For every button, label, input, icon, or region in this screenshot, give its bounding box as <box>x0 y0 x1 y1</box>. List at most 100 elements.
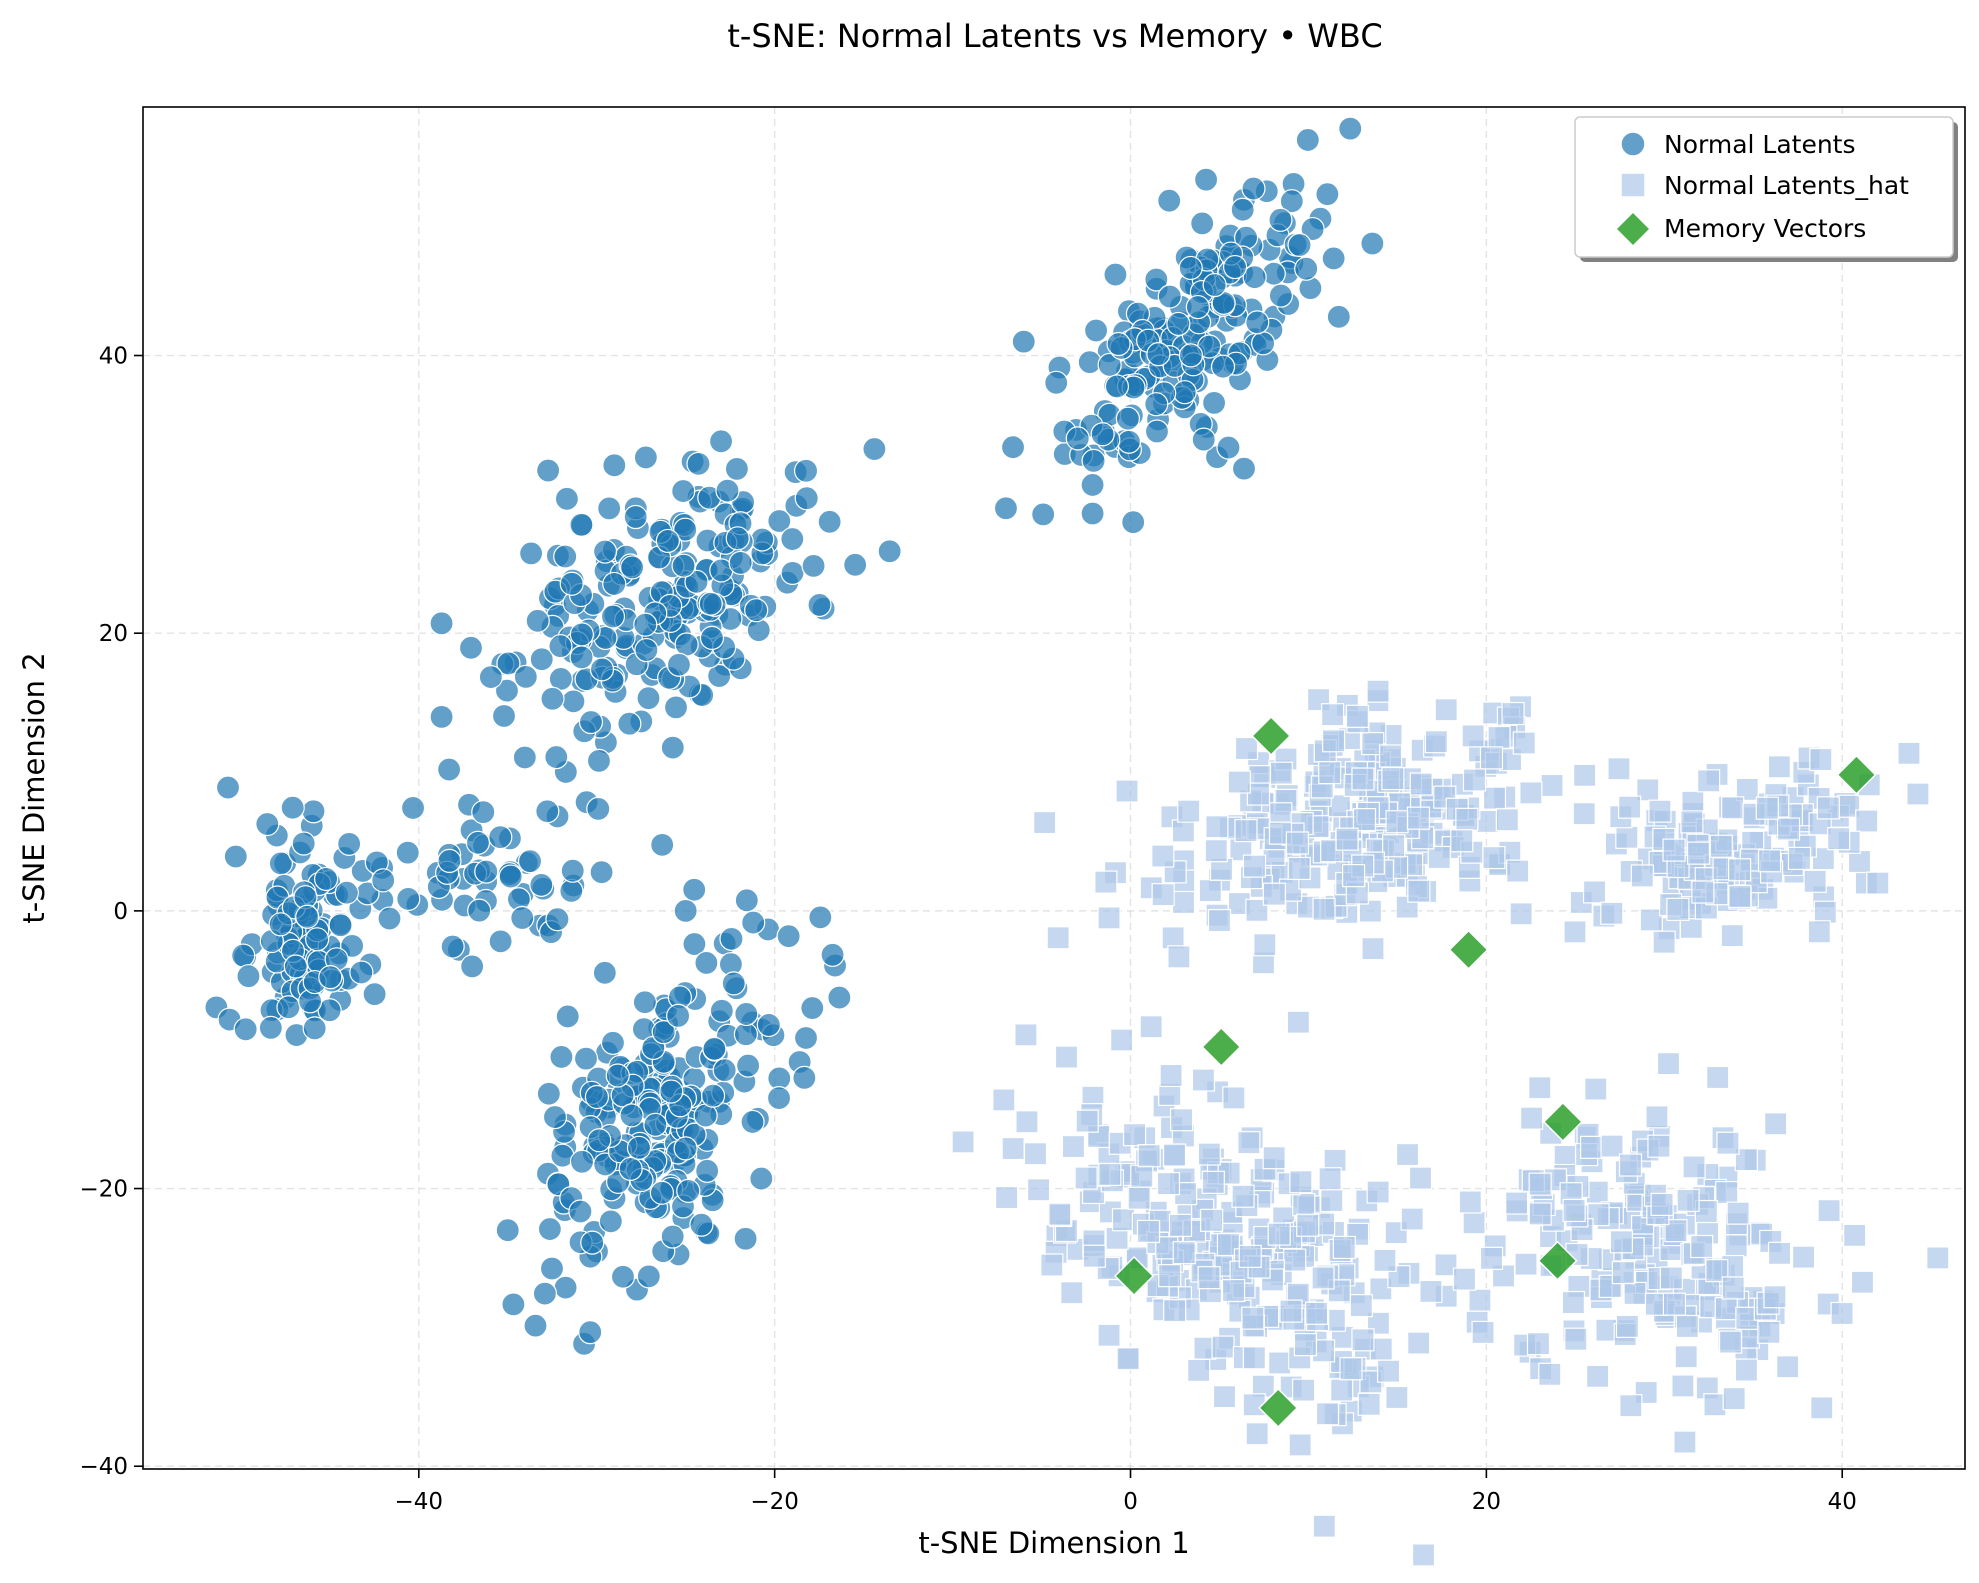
normal-latent-point <box>636 1264 661 1289</box>
normal-latent-point <box>766 1085 792 1111</box>
normal-latent-hat-point <box>1033 810 1057 835</box>
normal-latent-point <box>215 775 241 800</box>
normal-latent-point <box>600 604 626 629</box>
normal-latent-hat-point <box>1674 1345 1698 1369</box>
normal-latent-hat-point <box>1540 773 1564 798</box>
normal-latent-hat-point <box>1137 1144 1161 1168</box>
normal-latent-hat-point <box>1690 1234 1714 1259</box>
normal-latent-hat-point <box>1205 815 1229 839</box>
normal-latent-hat-point <box>1611 1261 1636 1285</box>
normal-latent-hat-point <box>1866 871 1890 895</box>
normal-latent-point <box>578 709 604 735</box>
normal-latent-hat-point <box>1724 1234 1748 1258</box>
normal-latent-point <box>569 645 594 670</box>
normal-latent-point <box>536 458 561 483</box>
normal-latent-hat-point <box>1026 1178 1051 1202</box>
normal-latent-hat-point <box>1163 1299 1187 1323</box>
normal-latent-point <box>559 571 584 596</box>
legend-label-normal-latents-hat: Normal Latents_hat <box>1664 171 1909 200</box>
normal-latent-point <box>549 1044 574 1070</box>
normal-latent-point <box>559 878 584 904</box>
normal-latent-point <box>1080 501 1105 526</box>
normal-latent-point <box>1360 231 1385 256</box>
normal-latent-hat-point <box>1054 1045 1079 1069</box>
normal-latent-hat-point <box>1850 1270 1875 1294</box>
normal-latent-point <box>709 998 734 1023</box>
normal-latent-hat-point <box>1361 731 1385 756</box>
normal-latent-point <box>349 960 374 985</box>
normal-latent-hat-point <box>1615 1314 1640 1338</box>
normal-latent-hat-point <box>1509 902 1533 926</box>
normal-latent-point <box>602 453 627 478</box>
normal-latent-hat-point <box>1046 926 1070 950</box>
memory-vectors-series <box>1114 715 1877 1428</box>
normal-latent-hat-point <box>1691 880 1715 904</box>
normal-latent-point <box>708 429 734 454</box>
normal-latent-hat-point <box>1461 724 1485 748</box>
normal-latent-hat-point <box>1406 806 1431 830</box>
normal-latent-hat-point <box>1253 933 1277 957</box>
normal-latent-hat-point <box>1434 698 1458 722</box>
normal-latent-hat-point <box>1716 1131 1740 1155</box>
normal-latent-hat-point <box>1585 1180 1609 1204</box>
normal-latent-hat-point <box>1267 1222 1291 1246</box>
normal-latent-hat-point <box>1169 1108 1194 1132</box>
normal-latent-hat-point <box>1630 864 1654 888</box>
normal-latent-hat-point <box>1706 1065 1730 1090</box>
normal-latent-point <box>337 831 362 856</box>
normal-latent-hat-point <box>1111 1208 1136 1232</box>
normal-latent-hat-point <box>1434 1253 1458 1277</box>
normal-latent-hat-point <box>1212 1385 1237 1409</box>
normal-latent-point <box>749 1166 774 1191</box>
normal-latent-hat-point <box>1156 1172 1181 1196</box>
normal-latent-point <box>1116 429 1142 454</box>
normal-latent-point <box>236 964 261 989</box>
normal-latent-hat-point <box>1607 757 1631 781</box>
normal-latent-point <box>302 1016 327 1041</box>
normal-latent-point <box>663 695 689 720</box>
normal-latent-hat-point <box>1158 1264 1182 1288</box>
normal-latent-hat-point <box>1734 1148 1758 1172</box>
x-tick-label: 20 <box>1472 1489 1501 1515</box>
normal-latent-point <box>702 1036 727 1061</box>
normal-latent-hat-point <box>1680 810 1704 834</box>
normal-latent-hat-point <box>1171 819 1196 843</box>
normal-latent-hat-point <box>1268 1351 1292 1375</box>
normal-latent-point <box>592 539 618 564</box>
normal-latent-point <box>993 496 1019 521</box>
legend-marker-normal-latents <box>1620 131 1646 157</box>
normal-latent-hat-point <box>1726 1201 1750 1225</box>
x-axis-label: t-SNE Dimension 1 <box>918 1526 1189 1560</box>
normal-latent-point <box>255 811 280 837</box>
normal-latent-point <box>1202 272 1227 298</box>
normal-latent-hat-point <box>1609 1230 1634 1254</box>
normal-latent-point <box>529 872 554 897</box>
normal-latent-hat-point <box>1787 846 1812 871</box>
normal-latent-hat-point <box>1168 1213 1193 1238</box>
normal-latent-hat-point <box>1764 1112 1788 1136</box>
memory-vector-point <box>1201 1026 1242 1067</box>
normal-latent-point <box>736 1053 761 1078</box>
normal-latent-point <box>437 848 462 874</box>
normal-latent-point <box>1287 232 1312 258</box>
normal-latent-point <box>314 866 339 892</box>
normal-latent-point <box>1104 374 1130 399</box>
normal-latent-hat-point <box>1776 1355 1800 1379</box>
normal-latent-hat-point <box>1487 725 1511 750</box>
normal-latent-point <box>741 910 766 935</box>
legend-marker-normal-latents-hat <box>1620 172 1646 198</box>
memory-vector-point <box>1836 754 1877 795</box>
normal-latent-hat-point <box>1681 790 1705 814</box>
normal-latent-hat-point <box>1813 900 1837 924</box>
normal-latent-hat-point <box>1279 1299 1303 1323</box>
normal-latent-point <box>602 571 627 597</box>
normal-latent-point <box>746 618 771 643</box>
normal-latent-point <box>632 990 657 1015</box>
normal-latent-point <box>544 744 569 770</box>
normal-latent-point <box>1081 448 1106 474</box>
normal-latent-hat-point <box>1817 1199 1841 1223</box>
normal-latent-point <box>553 544 578 569</box>
normal-latent-hat-point <box>1811 847 1835 871</box>
normal-latent-hat-point <box>1676 1188 1700 1212</box>
normal-latent-hat-point <box>1573 763 1597 787</box>
